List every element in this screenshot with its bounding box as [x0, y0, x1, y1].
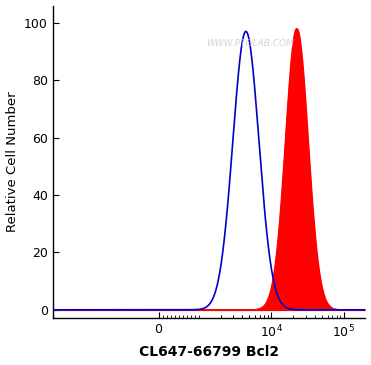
- Y-axis label: Relative Cell Number: Relative Cell Number: [6, 92, 19, 232]
- Text: WWW.PTGLAB.COM: WWW.PTGLAB.COM: [206, 39, 294, 47]
- X-axis label: CL647-66799 Bcl2: CL647-66799 Bcl2: [139, 345, 279, 360]
